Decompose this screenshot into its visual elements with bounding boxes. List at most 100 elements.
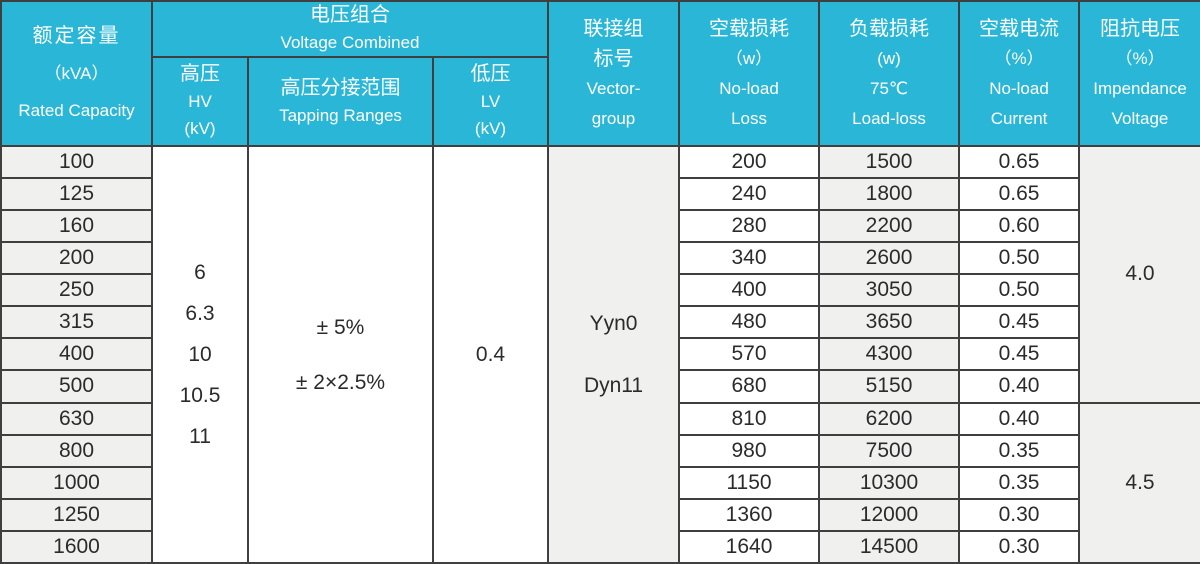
hv-label-en: HV xyxy=(188,92,212,111)
load-loss-cell: 7500 xyxy=(818,433,961,468)
header-noload-loss: 空载损耗 （w） No-load Loss xyxy=(678,0,821,147)
load-loss-temp: 75℃ xyxy=(870,78,909,98)
impedance-label-zh: 阻抗电压 xyxy=(1100,17,1181,40)
noload-current-cell: 0.45 xyxy=(958,305,1081,340)
table-row: 100 6 6.3 10 10.5 11 ± 5% ± 2×2.5% 0.4 Y… xyxy=(0,144,1200,564)
noload-current-cell: 0.40 xyxy=(958,369,1081,404)
table-row: 800 980 7500 0.35 xyxy=(0,433,1200,468)
load-loss-cell: 2600 xyxy=(818,241,961,276)
load-loss-cell: 10300 xyxy=(818,465,961,500)
table-row: 160 280 2200 0.60 xyxy=(0,209,1200,244)
impedance-4-5-cell: 4.5 xyxy=(1078,401,1200,564)
noload-current-cell: 0.35 xyxy=(958,433,1081,468)
capacity-cell: 160 xyxy=(0,209,153,244)
voltage-combined-label-en: Voltage Combined xyxy=(280,33,420,52)
hv-value: 11 xyxy=(189,425,211,448)
hv-label-zh: 高压 xyxy=(180,63,220,85)
capacity-cell: 630 xyxy=(0,401,153,436)
noload-current-cell: 0.65 xyxy=(958,144,1081,180)
header-noload-current: 空载电流 （%） No-load Current xyxy=(958,0,1081,147)
noload-loss-cell: 340 xyxy=(678,241,821,276)
table-row: 315 480 3650 0.45 xyxy=(0,305,1200,340)
header-impedance-voltage: 阻抗电压 （%） Impendance Voltage xyxy=(1078,0,1200,147)
load-loss-cell: 12000 xyxy=(818,497,961,532)
table-row: 1600 1640 14500 0.30 xyxy=(0,529,1200,564)
load-loss-cell: 2200 xyxy=(818,209,961,244)
noload-current-cell: 0.50 xyxy=(958,273,1081,308)
impedance-4-0-cell: 4.0 xyxy=(1078,145,1200,404)
hv-values-cell: 6 6.3 10 10.5 11 xyxy=(151,145,249,564)
hv-value: 6.3 xyxy=(185,302,215,325)
load-loss-cell: 5150 xyxy=(818,369,961,404)
noload-current-label-en2: Current xyxy=(990,108,1048,128)
rated-capacity-unit: （kVA） xyxy=(44,64,109,83)
hv-unit: (kV) xyxy=(184,119,216,138)
lv-label-en: LV xyxy=(480,92,501,111)
load-loss-label-zh: 负载损耗 xyxy=(849,17,930,40)
lv-value-cell: 0.4 xyxy=(431,145,550,564)
noload-current-label-en1: No-load xyxy=(989,78,1049,98)
noload-loss-cell: 240 xyxy=(678,177,821,212)
noload-current-cell: 0.60 xyxy=(958,209,1081,244)
header-vector-group: 联接组 标号 Vector- group xyxy=(547,0,681,147)
tapping-label-en: Tapping Ranges xyxy=(279,105,402,125)
header-row-sub: 高压 HV (kV) 高压分接范围 Tapping Ranges 低压 LV (… xyxy=(1,56,1200,147)
rated-capacity-label-en: Rated Capacity xyxy=(18,101,135,120)
noload-loss-label-en1: No-load xyxy=(719,78,779,98)
vector-group-label-en2: group xyxy=(591,108,636,128)
noload-current-cell: 0.30 xyxy=(958,529,1081,564)
noload-loss-label-en2: Loss xyxy=(731,108,767,128)
noload-current-unit: （%） xyxy=(994,48,1044,68)
vector-value: Yyn0 xyxy=(589,312,638,335)
header-row-group: 额定容量 （kVA） Rated Capacity 电压组合 Voltage C… xyxy=(0,0,1200,147)
hv-value: 10 xyxy=(188,343,212,366)
noload-current-label-zh: 空载电流 xyxy=(979,17,1060,40)
table-row: 125 240 1800 0.65 xyxy=(0,177,1200,212)
lv-unit: (kV) xyxy=(474,119,507,138)
noload-loss-cell: 1150 xyxy=(678,465,821,500)
load-loss-cell: 4300 xyxy=(818,337,961,372)
capacity-cell: 800 xyxy=(0,433,153,468)
hv-value: 10.5 xyxy=(179,384,221,407)
capacity-cell: 125 xyxy=(0,177,153,212)
capacity-cell: 100 xyxy=(0,144,153,180)
tapping-value: ± 5% xyxy=(316,315,365,339)
table-row: 630 810 6200 0.40 4.5 xyxy=(0,401,1200,564)
noload-current-cell: 0.45 xyxy=(958,337,1081,372)
load-loss-cell: 1500 xyxy=(818,144,961,180)
hv-value: 6 xyxy=(194,261,206,284)
table-row: 1000 1150 10300 0.35 xyxy=(0,465,1200,500)
table-row: 250 400 3050 0.50 xyxy=(0,273,1200,308)
capacity-cell: 315 xyxy=(0,305,153,340)
capacity-cell: 400 xyxy=(0,337,153,372)
load-loss-unit: (w) xyxy=(877,48,901,68)
capacity-cell: 500 xyxy=(0,369,153,404)
impedance-unit: （%） xyxy=(1115,48,1165,68)
noload-loss-cell: 1360 xyxy=(678,497,821,532)
capacity-cell: 1250 xyxy=(0,497,153,532)
noload-loss-cell: 1640 xyxy=(678,529,821,564)
load-loss-cell: 6200 xyxy=(818,401,961,436)
voltage-combined-label-zh: 电压组合 xyxy=(310,4,391,26)
noload-current-cell: 0.50 xyxy=(958,241,1081,276)
noload-loss-cell: 200 xyxy=(678,144,821,180)
impedance-label-en1: Impendance xyxy=(1093,78,1187,98)
table-row: 400 570 4300 0.45 xyxy=(0,337,1200,372)
impedance-label-en2: Voltage xyxy=(1111,108,1169,128)
tapping-value: ± 2×2.5% xyxy=(295,370,386,394)
rated-capacity-label-zh: 额定容量 xyxy=(32,25,121,47)
noload-current-cell: 0.35 xyxy=(958,465,1081,500)
noload-loss-cell: 280 xyxy=(678,209,821,244)
lv-label-zh: 低压 xyxy=(470,63,511,85)
noload-current-cell: 0.65 xyxy=(958,177,1081,212)
noload-current-cell: 0.30 xyxy=(958,497,1081,532)
load-loss-cell: 14500 xyxy=(818,529,961,564)
vector-group-label-zh1: 联接组 xyxy=(583,17,644,40)
tapping-label-zh: 高压分接范围 xyxy=(280,76,401,99)
load-loss-label-en: Load-loss xyxy=(852,108,926,128)
noload-loss-cell: 570 xyxy=(678,337,821,372)
load-loss-cell: 3650 xyxy=(818,305,961,340)
table-row: 1250 1360 12000 0.30 xyxy=(0,497,1200,532)
